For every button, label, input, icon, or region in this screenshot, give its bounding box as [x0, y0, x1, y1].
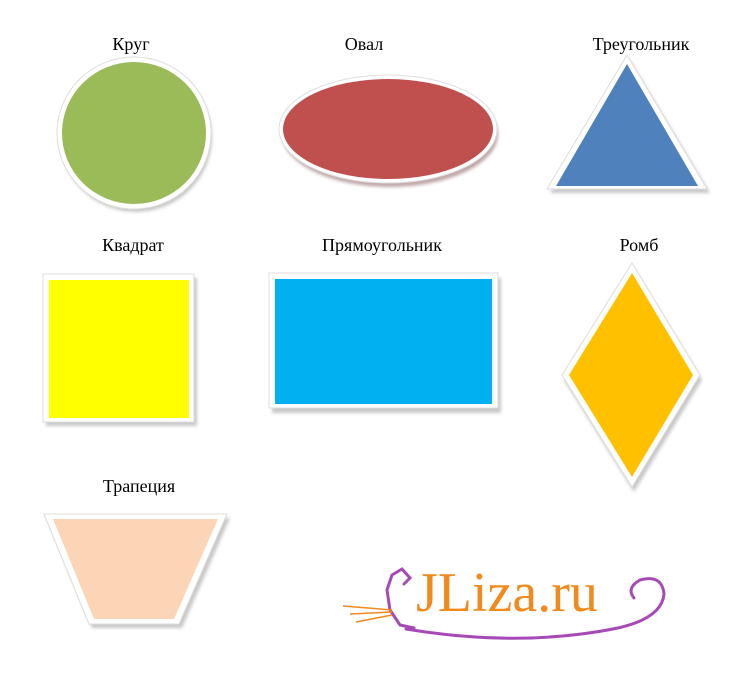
oval-label: Овал — [344, 34, 384, 54]
watermark-logo: JLiza.ru — [342, 562, 666, 640]
trapezoid-label: Трапеция — [102, 476, 176, 496]
rectangle-shape — [268, 272, 501, 413]
triangle-shape — [546, 54, 710, 193]
rhombus-shape — [561, 262, 702, 492]
circle-label: Круг — [112, 34, 150, 54]
square-shape — [42, 273, 197, 426]
trapezoid-shape — [43, 513, 230, 628]
watermark-text: JLiza.ru — [416, 562, 598, 624]
triangle-label: Треугольник — [592, 34, 690, 54]
cat-icon — [385, 567, 416, 630]
rhombus-label: Ромб — [619, 235, 659, 255]
oval-shape — [278, 74, 498, 187]
rectangle-label: Прямоугольник — [322, 235, 442, 255]
square-label: Квадрат — [102, 235, 164, 255]
circle-shape — [56, 56, 212, 212]
